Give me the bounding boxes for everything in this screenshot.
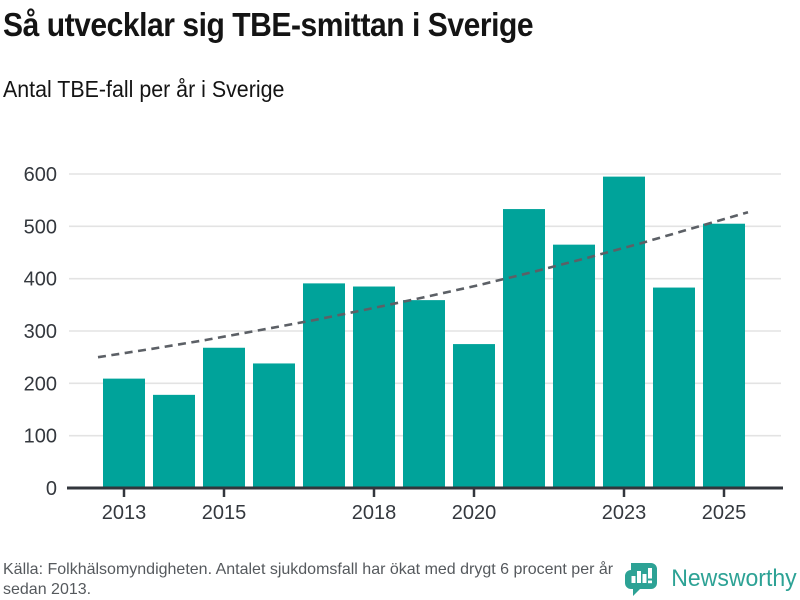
bar-2014 bbox=[153, 394, 195, 488]
y-axis-label-300: 300 bbox=[24, 321, 57, 343]
bar-2020 bbox=[453, 344, 495, 488]
bar-2016 bbox=[253, 363, 295, 488]
y-axis-label-0: 0 bbox=[46, 478, 57, 500]
bar-2021 bbox=[503, 209, 545, 488]
x-axis-label-2015: 2015 bbox=[202, 502, 247, 524]
bar-2015 bbox=[203, 347, 245, 488]
y-axis-label-400: 400 bbox=[24, 269, 57, 291]
y-axis-label-200: 200 bbox=[24, 373, 57, 395]
x-axis-label-2013: 2013 bbox=[102, 502, 147, 524]
y-axis-label-600: 600 bbox=[24, 164, 57, 186]
y-axis-label-500: 500 bbox=[24, 216, 57, 238]
bar-2018 bbox=[353, 286, 395, 488]
x-axis-label-2023: 2023 bbox=[602, 502, 647, 524]
x-axis-label-2020: 2020 bbox=[452, 502, 497, 524]
trend-line bbox=[97, 210, 749, 359]
x-axis-label-2025: 2025 bbox=[702, 502, 747, 524]
newsworthy-wordmark: Newsworthy bbox=[671, 565, 797, 592]
bar-2013 bbox=[103, 378, 145, 488]
bar-2025 bbox=[703, 223, 745, 488]
y-axis-label-100: 100 bbox=[24, 426, 57, 448]
logo-barchart-glyph bbox=[631, 568, 653, 584]
newsworthy-logo: Newsworthy bbox=[624, 562, 797, 596]
source-note: Källa: Folkhälsomyndigheten. Antalet sju… bbox=[3, 561, 614, 599]
bar-2022 bbox=[553, 244, 595, 488]
page-title: Så utvecklar sig TBE-smittan i Sverige bbox=[3, 6, 534, 43]
chart-subtitle: Antal TBE-fall per år i Sverige bbox=[3, 76, 285, 102]
x-axis-label-2018: 2018 bbox=[352, 502, 397, 524]
bar-2024 bbox=[653, 287, 695, 488]
newsworthy-logo-icon bbox=[625, 563, 658, 596]
bar-2019 bbox=[403, 300, 445, 488]
bar-2023 bbox=[603, 176, 645, 488]
